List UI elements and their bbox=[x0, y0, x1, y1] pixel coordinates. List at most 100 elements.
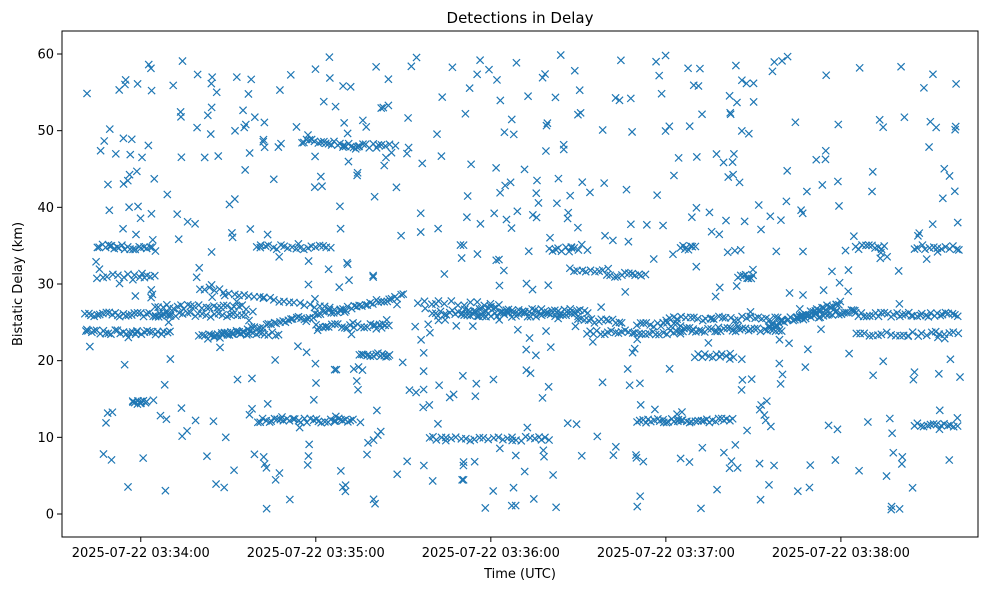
detection-marker bbox=[289, 414, 298, 424]
detection-marker bbox=[321, 139, 330, 148]
detection-marker bbox=[572, 420, 581, 429]
detection-marker bbox=[335, 202, 344, 211]
detection-marker bbox=[210, 286, 219, 295]
detection-marker bbox=[502, 215, 511, 224]
detection-marker bbox=[193, 123, 202, 132]
detection-marker bbox=[775, 335, 784, 344]
detection-marker bbox=[513, 325, 522, 334]
detection-marker bbox=[730, 316, 739, 325]
detection-marker bbox=[111, 326, 120, 335]
detection-marker bbox=[113, 271, 122, 280]
detection-marker bbox=[818, 180, 827, 189]
detection-marker bbox=[581, 267, 590, 276]
detection-marker bbox=[602, 315, 611, 324]
detection-marker bbox=[880, 241, 889, 251]
detection-marker bbox=[215, 343, 225, 352]
detection-marker bbox=[917, 309, 926, 318]
detection-marker bbox=[146, 243, 155, 252]
detection-marker bbox=[754, 200, 763, 210]
detection-marker bbox=[774, 326, 783, 335]
detection-marker bbox=[339, 141, 348, 150]
detection-marker bbox=[142, 397, 151, 406]
detection-marker bbox=[709, 315, 718, 324]
detection-marker bbox=[661, 51, 670, 60]
detection-marker bbox=[241, 120, 250, 129]
detection-marker bbox=[391, 141, 400, 150]
detection-marker bbox=[913, 231, 922, 240]
detection-marker bbox=[353, 168, 362, 177]
detection-marker bbox=[529, 494, 538, 503]
detection-marker bbox=[325, 303, 334, 312]
detection-marker bbox=[192, 273, 201, 282]
detection-marker bbox=[340, 118, 349, 127]
detection-marker bbox=[332, 365, 341, 374]
detection-marker bbox=[259, 135, 268, 144]
detection-marker bbox=[677, 407, 686, 417]
detection-marker bbox=[207, 79, 216, 88]
detection-marker bbox=[563, 419, 572, 428]
detection-marker bbox=[286, 70, 295, 79]
detection-marker bbox=[111, 149, 120, 158]
detection-marker bbox=[744, 274, 753, 283]
detection-marker bbox=[909, 375, 918, 384]
detection-marker bbox=[952, 79, 961, 88]
detection-marker bbox=[380, 297, 389, 306]
detection-marker bbox=[910, 368, 919, 377]
detection-marker bbox=[302, 348, 311, 357]
detection-marker bbox=[849, 232, 858, 241]
detection-marker bbox=[125, 203, 134, 212]
detection-marker bbox=[271, 331, 280, 340]
detection-marker bbox=[630, 344, 639, 353]
detection-marker bbox=[523, 423, 532, 432]
detection-marker bbox=[726, 108, 735, 117]
detection-marker bbox=[863, 418, 872, 427]
detection-marker bbox=[778, 370, 787, 379]
detection-marker bbox=[153, 327, 162, 336]
detection-marker bbox=[926, 117, 935, 126]
detection-marker bbox=[105, 241, 114, 251]
detection-marker bbox=[227, 228, 236, 237]
detection-marker bbox=[522, 345, 531, 354]
detection-marker bbox=[352, 376, 361, 386]
detection-marker bbox=[244, 89, 253, 98]
detection-marker bbox=[289, 298, 298, 307]
detection-marker bbox=[457, 254, 466, 263]
detection-marker bbox=[129, 245, 138, 254]
detection-marker bbox=[694, 350, 703, 359]
detection-marker bbox=[573, 306, 582, 315]
detection-marker bbox=[707, 314, 716, 323]
detection-marker bbox=[668, 250, 677, 259]
detection-marker bbox=[593, 432, 602, 441]
detection-marker bbox=[246, 224, 255, 234]
detection-marker bbox=[343, 302, 352, 311]
detection-marker bbox=[404, 143, 413, 152]
detection-marker bbox=[883, 252, 892, 261]
detection-marker bbox=[206, 130, 215, 139]
detection-marker bbox=[240, 290, 249, 299]
detection-marker bbox=[601, 231, 610, 240]
detection-marker bbox=[346, 82, 355, 91]
detection-marker bbox=[309, 313, 318, 322]
detection-marker bbox=[632, 453, 641, 462]
detection-marker bbox=[635, 379, 644, 388]
detection-marker bbox=[525, 334, 534, 343]
detection-marker bbox=[358, 116, 367, 125]
detection-marker bbox=[922, 331, 931, 340]
detection-marker bbox=[494, 300, 503, 309]
detection-marker bbox=[371, 499, 380, 508]
detection-marker bbox=[317, 138, 326, 147]
detection-marker bbox=[463, 192, 472, 201]
detection-marker bbox=[146, 64, 155, 73]
detection-marker bbox=[119, 179, 128, 189]
detection-marker bbox=[259, 452, 268, 461]
detection-marker bbox=[610, 272, 619, 281]
detection-marker bbox=[954, 245, 963, 254]
detection-marker bbox=[776, 216, 785, 225]
detection-marker bbox=[607, 326, 616, 335]
detection-marker bbox=[782, 197, 791, 206]
detection-marker bbox=[628, 328, 637, 338]
detection-marker bbox=[766, 212, 775, 221]
detection-marker bbox=[380, 161, 389, 170]
detection-marker bbox=[147, 86, 156, 95]
detection-marker bbox=[460, 301, 469, 310]
